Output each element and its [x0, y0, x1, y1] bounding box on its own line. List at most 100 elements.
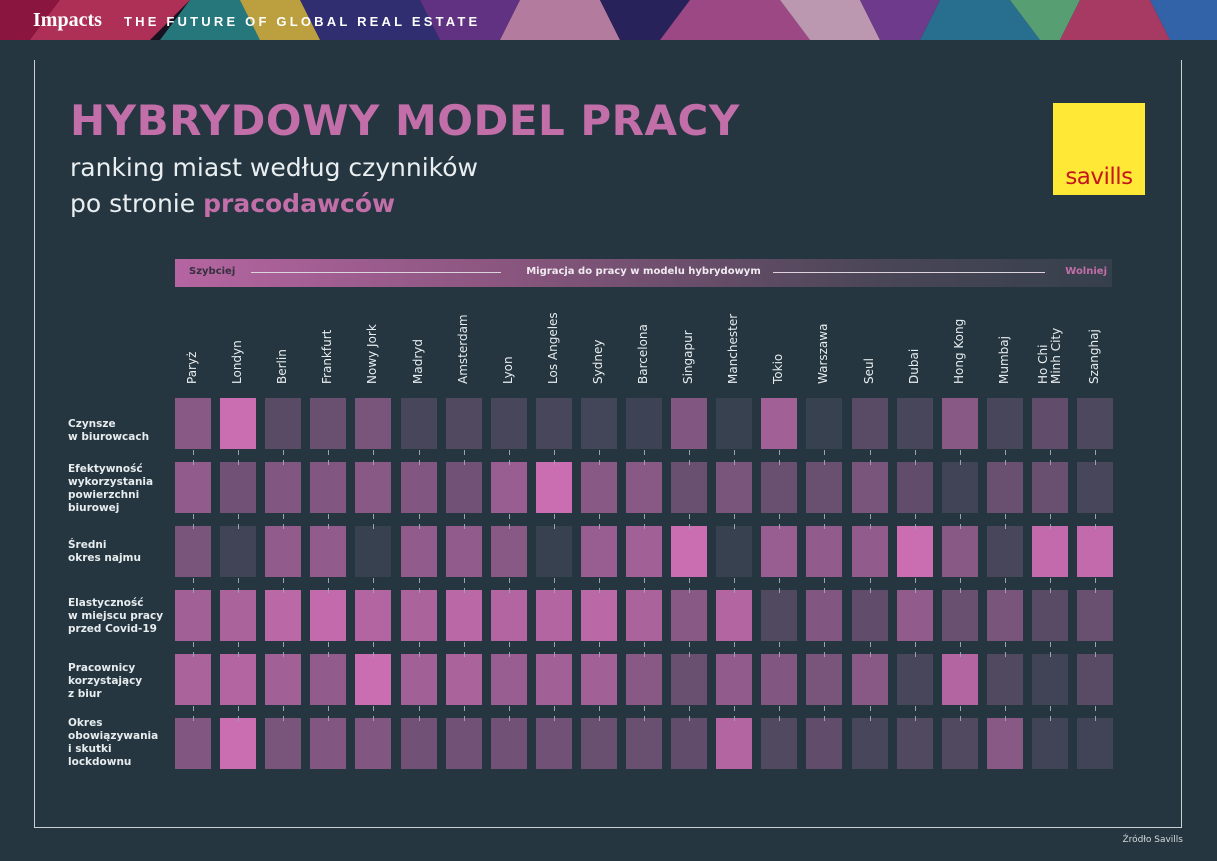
row-separator-tick — [418, 524, 420, 529]
row-separator-tick — [508, 716, 510, 721]
heatmap-cell — [761, 718, 798, 769]
row-separator-tick — [689, 642, 691, 647]
row-separator-tick — [914, 514, 916, 519]
row-separator-tick — [238, 706, 240, 711]
heatmap-cell — [1031, 526, 1068, 577]
row-separator-tick — [869, 450, 871, 455]
heatmap-cell — [535, 718, 572, 769]
heatmap-cell — [986, 462, 1023, 513]
row-separator-tick — [689, 460, 691, 465]
column-label: Nowy Jork — [365, 324, 380, 384]
heatmap-cell — [220, 462, 257, 513]
source-note: Źródło Savills — [1122, 835, 1183, 845]
banner-shape — [780, 0, 880, 40]
row-separator-tick — [373, 514, 375, 519]
banner-art — [0, 0, 1217, 40]
heatmap-cell — [445, 718, 482, 769]
row-separator-tick — [869, 588, 871, 593]
subtitle-line-2: po stronie pracodawców — [70, 186, 478, 222]
row-separator-tick — [644, 706, 645, 711]
heatmap-cell — [761, 526, 798, 577]
row-separator-tick — [1095, 588, 1096, 593]
row-separator-tick — [283, 450, 285, 455]
row-separator-tick — [283, 706, 285, 711]
heatmap-cell — [671, 462, 708, 513]
row-separator-tick — [508, 514, 510, 519]
row-separator-tick — [869, 642, 871, 647]
heatmap-cell — [535, 654, 572, 705]
heatmap-cell — [626, 398, 662, 449]
row-separator-tick — [779, 514, 781, 519]
column-label: Singapur — [681, 330, 696, 384]
row-separator-tick — [553, 460, 555, 465]
row-separator-tick — [598, 514, 600, 519]
row-separator-tick — [689, 524, 691, 529]
row-separator-tick — [689, 578, 691, 583]
heatmap-cell — [490, 590, 527, 641]
row-separator-tick — [824, 524, 826, 529]
heatmap-cell — [851, 718, 888, 769]
heatmap-cell — [1031, 590, 1068, 641]
row-separator-tick — [598, 642, 600, 647]
heatmap-cell — [220, 654, 257, 705]
heatmap-cell — [220, 718, 257, 769]
row-separator-tick — [283, 652, 285, 657]
heatmap-cell — [490, 718, 527, 769]
row-separator-tick — [553, 524, 555, 529]
row-separator-tick — [779, 642, 781, 647]
row-separator-tick — [824, 716, 826, 721]
row-separator-tick — [779, 524, 781, 529]
row-separator-tick — [734, 514, 736, 519]
heatmap-cell — [175, 398, 211, 449]
column-label: Sydney — [590, 339, 605, 384]
row-separator-tick — [1049, 578, 1051, 583]
row-separator-tick — [238, 588, 240, 593]
row-separator-tick — [553, 716, 555, 721]
row-separator-tick — [734, 524, 736, 529]
heatmap-cell — [851, 398, 888, 449]
row-separator-tick — [914, 706, 916, 711]
row-separator-tick — [914, 460, 916, 465]
heatmap-cell — [175, 654, 211, 705]
scale-line-left — [251, 272, 501, 273]
heatmap-cell — [986, 590, 1023, 641]
row-separator-tick — [959, 652, 961, 657]
row-separator-tick — [418, 514, 420, 519]
row-separator-tick — [373, 652, 375, 657]
row-separator-tick — [1049, 450, 1051, 455]
heatmap-cell — [175, 590, 211, 641]
heatmap-cell — [265, 590, 302, 641]
heatmap-cell — [310, 654, 347, 705]
heatmap-cell — [941, 654, 978, 705]
heatmap-cell — [490, 398, 527, 449]
row-separator-tick — [418, 652, 420, 657]
row-separator-tick — [869, 524, 871, 529]
heatmap-cell — [310, 718, 347, 769]
row-separator-tick — [553, 642, 555, 647]
row-separator-tick — [1095, 514, 1096, 519]
row-separator-tick — [644, 578, 645, 583]
row-separator-tick — [824, 514, 826, 519]
heatmap-cell — [445, 526, 482, 577]
column-label: Manchester — [726, 313, 741, 384]
heatmap-cell — [851, 462, 888, 513]
heatmap-cell — [355, 654, 392, 705]
heatmap-cell — [1077, 398, 1113, 449]
heatmap-cell — [851, 526, 888, 577]
row-separator-tick — [1004, 524, 1006, 529]
row-separator-tick — [914, 450, 916, 455]
row-separator-tick — [734, 652, 736, 657]
heatmap-cell — [626, 462, 662, 513]
row-separator-tick — [283, 524, 285, 529]
banner-shape — [1150, 0, 1217, 40]
subtitle-prefix: po stronie — [70, 189, 204, 218]
row-separator-tick — [238, 578, 240, 583]
column-label: Los Angeles — [545, 312, 560, 384]
row-separator-tick — [689, 450, 691, 455]
row-separator-tick — [373, 460, 375, 465]
heatmap-cell — [626, 590, 662, 641]
heatmap-cell — [355, 526, 392, 577]
column-label: Ho Chi Minh City — [1035, 327, 1063, 384]
chart-subtitle: ranking miast według czynników po stroni… — [70, 150, 478, 222]
heatmap-cell — [1077, 654, 1113, 705]
